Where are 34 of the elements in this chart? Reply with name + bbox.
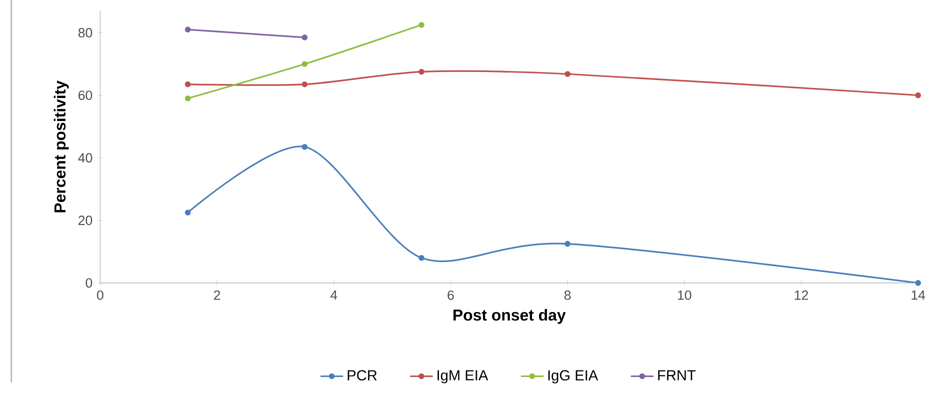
y-tick-label: 80 <box>78 28 92 38</box>
x-tick-label: 4 <box>330 290 338 300</box>
y-tick-label: 40 <box>78 153 92 163</box>
point <box>564 71 570 77</box>
point <box>302 144 308 150</box>
point <box>302 34 308 40</box>
point <box>418 22 424 28</box>
point <box>184 210 191 216</box>
point <box>418 254 424 261</box>
point <box>184 26 191 33</box>
point <box>184 81 191 88</box>
x-tick-label: 0 <box>96 290 104 300</box>
y-tick-label: 0 <box>86 278 92 288</box>
legend-label: PCR <box>348 370 377 380</box>
point <box>564 240 570 247</box>
point <box>915 280 921 286</box>
point <box>418 68 424 75</box>
point <box>184 95 191 102</box>
legend-label: IgG EIA <box>548 370 598 384</box>
y-axis-title: Percent positivity <box>54 80 69 212</box>
legend-label: IgM EIA <box>438 370 488 384</box>
x-tick-label: 10 <box>678 290 692 300</box>
point <box>915 92 921 98</box>
x-tick-label: 12 <box>794 290 808 300</box>
x-tick-label: 6 <box>448 290 454 300</box>
x-tick-label: 14 <box>912 290 926 300</box>
y-tick-label: 60 <box>78 90 92 100</box>
x-tick-label: 2 <box>214 290 220 300</box>
legend-label: FRNT <box>658 370 696 380</box>
x-axis-title: Post onset day <box>453 308 566 324</box>
y-tick-label: 20 <box>78 216 92 226</box>
point <box>302 61 308 67</box>
x-tick-label: 8 <box>564 290 571 300</box>
point <box>302 81 308 88</box>
